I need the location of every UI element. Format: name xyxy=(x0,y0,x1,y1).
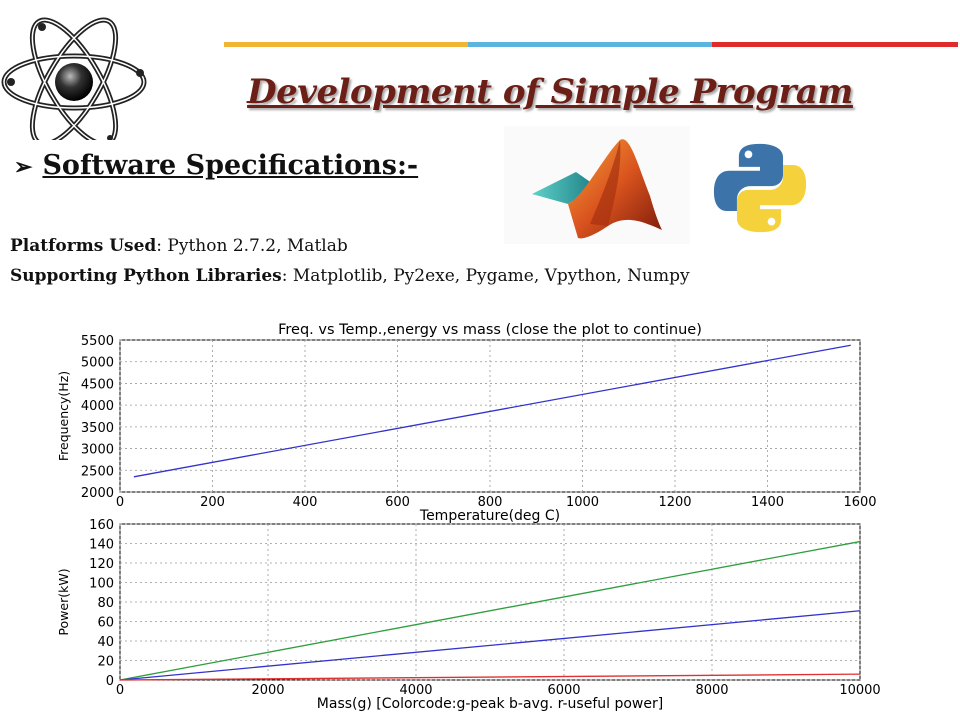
y-tick-label: 140 xyxy=(89,538,114,553)
chart-title: Freq. vs Temp.,energy vs mass (close the… xyxy=(278,322,702,338)
y-tick-label: 40 xyxy=(97,635,114,650)
y-axis-label: Power(kW) xyxy=(56,568,71,635)
x-axis-label: Mass(g) [Colorcode:g-peak b-avg. r-usefu… xyxy=(317,696,663,712)
x-tick-label: 1200 xyxy=(658,495,691,510)
x-tick-label: 600 xyxy=(385,495,410,510)
y-tick-label: 160 xyxy=(89,518,114,533)
x-tick-label: 8000 xyxy=(695,683,728,698)
chart-power-vs-mass: 0 2000 4000 6000 8000 10000020406080100120140… xyxy=(56,518,881,712)
platforms-line: Platforms Used: Python 2.7.2, Matlab xyxy=(10,236,348,256)
x-tick-label: 1400 xyxy=(751,495,784,510)
accent-bar-yellow xyxy=(224,42,468,47)
y-tick-label: 2000 xyxy=(81,486,114,501)
arrow-bullet-icon: ➢ xyxy=(14,154,33,180)
y-tick-label: 3500 xyxy=(81,421,114,436)
matlab-logo-icon xyxy=(504,126,690,244)
y-tick-label: 120 xyxy=(89,557,114,572)
y-tick-label: 80 xyxy=(97,596,114,611)
y-tick-label: 2500 xyxy=(81,464,114,479)
series-line xyxy=(119,673,861,681)
atom-logo-icon xyxy=(1,17,147,140)
section-heading: ➢ Software Specifications:- xyxy=(14,150,418,181)
y-tick-label: 0 xyxy=(106,674,114,689)
series-line xyxy=(119,540,861,681)
charts-figure: 0 200 400 600 800 1000 1200 1400 160020002500300… xyxy=(56,322,881,712)
x-tick-label: 0 xyxy=(116,495,124,510)
libraries-line: Supporting Python Libraries: Matplotlib,… xyxy=(10,266,690,286)
x-tick-label: 800 xyxy=(478,495,503,510)
x-tick-label: 1000 xyxy=(566,495,599,510)
y-tick-label: 3000 xyxy=(81,443,114,458)
python-logo-icon xyxy=(713,143,807,233)
y-tick-label: 20 xyxy=(97,655,114,670)
y-tick-label: 100 xyxy=(89,577,114,592)
slide-title: Development of Simple Program xyxy=(247,72,853,112)
x-tick-label: 10000 xyxy=(839,683,880,698)
x-tick-label: 400 xyxy=(293,495,318,510)
y-tick-label: 60 xyxy=(97,616,114,631)
libraries-value: : Matplotlib, Py2exe, Pygame, Vpython, N… xyxy=(281,266,690,286)
x-tick-label: 4000 xyxy=(399,683,432,698)
y-tick-label: 4000 xyxy=(81,399,114,414)
libraries-label: Supporting Python Libraries xyxy=(10,266,282,286)
platforms-value: : Python 2.7.2, Matlab xyxy=(156,236,348,256)
x-tick-label: 200 xyxy=(200,495,225,510)
series-line xyxy=(119,610,861,681)
accent-bar-red xyxy=(712,42,958,47)
y-tick-label: 4500 xyxy=(81,377,114,392)
y-axis-label: Frequency(Hz) xyxy=(56,371,71,461)
section-heading-text: Software Specifications:- xyxy=(42,150,419,181)
x-tick-label: 1600 xyxy=(843,495,876,510)
chart-freq-vs-temp: 0 200 400 600 800 1000 1200 1400 1600 2000 2500 300… xyxy=(56,322,877,524)
platforms-label: Platforms Used xyxy=(10,236,157,256)
y-tick-label: 5000 xyxy=(81,356,114,371)
y-tick-label: 5500 xyxy=(81,334,114,349)
x-tick-label: 0 xyxy=(116,683,124,698)
x-tick-label: 6000 xyxy=(547,683,580,698)
series-line xyxy=(133,344,851,478)
x-tick-label: 2000 xyxy=(251,683,284,698)
x-axis-label: Temperature(deg C) xyxy=(419,508,560,524)
accent-bar-blue xyxy=(468,42,712,47)
